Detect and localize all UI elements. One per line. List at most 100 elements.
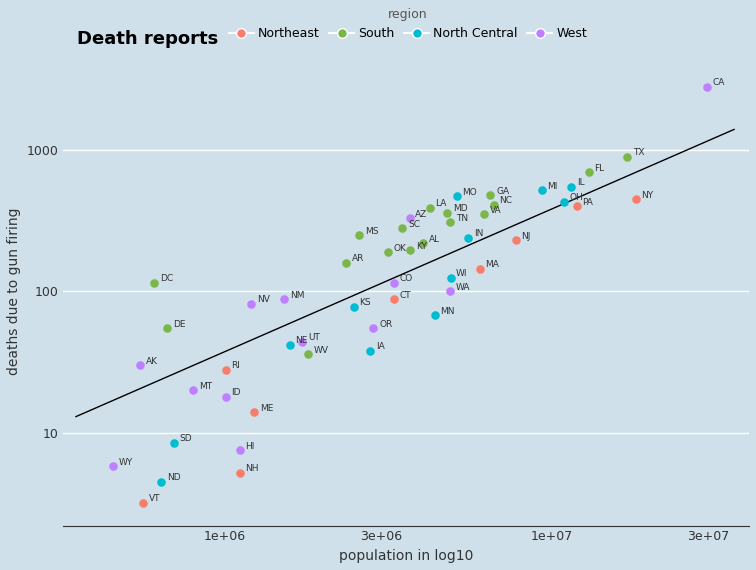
Text: MO: MO [463,188,477,197]
Point [388,295,400,304]
Point [245,299,257,308]
Point [571,202,583,211]
Point [389,278,401,287]
Text: MA: MA [485,260,500,269]
Point [444,287,456,296]
Point [429,311,441,320]
Text: IN: IN [474,229,483,238]
Text: LA: LA [435,200,447,209]
Point [353,231,365,240]
Point [445,273,457,282]
Point [451,192,463,201]
Point [444,217,456,226]
Text: AZ: AZ [415,210,427,219]
Text: HI: HI [245,442,255,451]
Point [161,324,173,333]
Text: CA: CA [713,79,725,87]
Text: WI: WI [456,269,468,278]
Point [621,152,634,161]
Text: NE: NE [296,336,308,345]
Text: NH: NH [246,465,259,474]
Point [630,194,642,203]
Text: AK: AK [146,357,158,366]
Point [367,324,380,333]
Point [148,278,160,287]
Point [284,340,296,349]
Text: OK: OK [393,243,406,253]
Text: Death reports: Death reports [77,30,218,48]
Text: WY: WY [119,458,132,467]
Text: MN: MN [440,307,455,316]
Point [296,337,308,347]
Text: SD: SD [179,434,192,443]
Text: CT: CT [400,291,411,300]
Text: CO: CO [400,274,414,283]
Point [463,233,475,242]
Text: OR: OR [379,320,392,329]
X-axis label: population in log10: population in log10 [339,549,473,563]
Text: MS: MS [365,227,379,236]
Text: FL: FL [594,164,604,173]
Point [536,186,548,195]
Text: DE: DE [173,320,185,329]
Point [219,365,231,374]
Text: NM: NM [290,291,304,300]
Point [348,302,360,311]
Text: GA: GA [496,187,509,196]
Point [248,408,260,417]
Point [404,246,417,255]
Text: NJ: NJ [521,232,531,241]
Point [485,190,497,200]
Text: IL: IL [577,178,584,188]
Point [107,462,119,471]
Point [302,349,314,359]
Point [510,236,522,245]
Point [234,446,246,455]
Text: KY: KY [416,242,427,251]
Point [340,258,352,267]
Point [488,200,500,209]
Point [168,438,180,447]
Point [474,264,486,273]
Point [558,197,570,206]
Y-axis label: deaths due to gun firing: deaths due to gun firing [7,208,21,376]
Text: DC: DC [160,274,173,283]
Point [565,182,577,192]
Text: MI: MI [547,182,558,191]
Text: VA: VA [489,206,501,215]
Point [701,82,713,91]
Text: SC: SC [408,220,420,229]
Text: TX: TX [633,148,644,157]
Text: ME: ME [260,404,273,413]
Point [442,208,454,217]
Text: AL: AL [429,235,440,243]
Point [396,223,408,233]
Text: MT: MT [199,382,212,391]
Point [404,214,416,223]
Text: TN: TN [456,214,468,222]
Text: KS: KS [360,298,371,307]
Text: UT: UT [308,333,320,343]
Point [417,238,429,247]
Text: NC: NC [499,197,513,205]
Point [583,168,595,177]
Text: WV: WV [314,345,329,355]
Text: VT: VT [149,494,160,503]
Text: AR: AR [352,254,364,263]
Legend: Northeast, South, North Central, West: Northeast, South, North Central, West [224,3,592,46]
Point [478,210,490,219]
Text: OH: OH [569,193,583,202]
Point [156,477,168,486]
Text: NY: NY [641,191,653,200]
Point [423,203,435,213]
Text: IA: IA [376,343,385,351]
Point [134,361,146,370]
Point [138,498,150,507]
Point [382,247,394,256]
Text: NV: NV [257,295,270,304]
Text: PA: PA [582,198,593,207]
Text: ND: ND [167,473,181,482]
Point [220,392,232,401]
Point [187,386,200,395]
Text: WA: WA [455,283,470,292]
